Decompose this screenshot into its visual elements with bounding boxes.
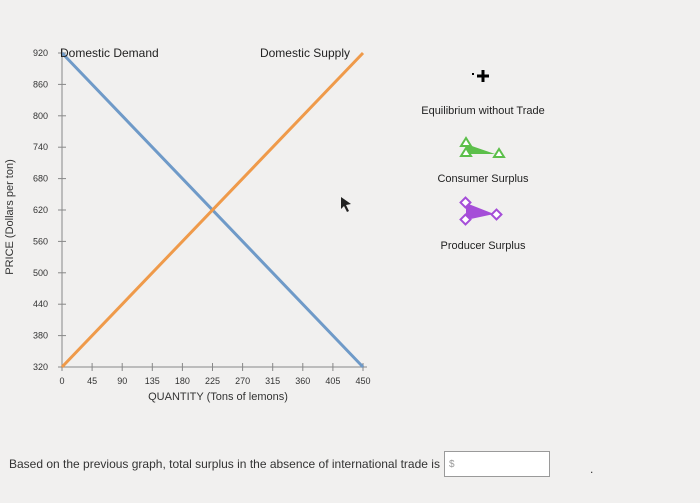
diamond-tool-icon[interactable]: [459, 196, 503, 226]
legend-producer-surplus[interactable]: Producer Surplus: [441, 196, 526, 252]
domestic-demand-label: Domestic Demand: [60, 46, 159, 60]
series-lines[interactable]: [60, 51, 365, 369]
currency-prefix: $: [448, 458, 455, 470]
domestic-supply-label: Domestic Supply: [260, 46, 350, 60]
x-tick-label: 90: [117, 376, 127, 386]
triangle-tool-icon[interactable]: [459, 136, 506, 158]
x-axis-title: QUANTITY (Tons of lemons): [148, 391, 288, 403]
series-labels: Domestic Demand Domestic Supply: [60, 46, 350, 60]
total-surplus-answer-field[interactable]: $: [443, 451, 550, 477]
y-tick-label: 800: [33, 111, 48, 121]
legend-consumer-surplus[interactable]: Consumer Surplus: [437, 136, 529, 185]
x-tick-label: 270: [235, 376, 250, 386]
y-tick-label: 620: [33, 205, 48, 215]
y-tick-label: 680: [33, 174, 48, 184]
legend-label-consumer-surplus: Consumer Surplus: [437, 173, 529, 185]
y-tick-label: 320: [33, 362, 48, 372]
y-tick-label: 380: [33, 331, 48, 341]
x-tick-label: 0: [59, 376, 64, 386]
x-tick-label: 315: [265, 376, 280, 386]
y-tick-label: 440: [33, 299, 48, 309]
x-tick-label: 450: [355, 376, 370, 386]
chart-area[interactable]: 0 45 90 135 180 225 270 315 360 405 450 320 380 440 50…: [0, 0, 700, 440]
y-axis-title: PRICE (Dollars per ton): [4, 159, 16, 275]
x-tick-label: 135: [145, 376, 160, 386]
x-tick-label: 405: [325, 376, 340, 386]
plus-marker-icon[interactable]: [472, 70, 489, 82]
mouse-cursor-icon: [341, 197, 351, 212]
y-tick-label: 740: [33, 142, 48, 152]
x-tick-label: 225: [205, 376, 220, 386]
y-tick-label: 500: [33, 268, 48, 278]
y-tick-label: 560: [33, 236, 48, 246]
total-surplus-input[interactable]: [454, 456, 549, 472]
tick-labels: 0 45 90 135 180 225 270 315 360 405 450 320 380 440 50…: [33, 48, 371, 386]
legend-equilibrium[interactable]: Equilibrium without Trade: [421, 70, 545, 117]
x-tick-label: 180: [175, 376, 190, 386]
y-tick-label: 920: [33, 48, 48, 58]
x-tick-label: 45: [87, 376, 97, 386]
legend-label-producer-surplus: Producer Surplus: [441, 240, 526, 252]
legend-label-equilibrium: Equilibrium without Trade: [421, 105, 545, 117]
domestic-supply-line[interactable]: [60, 51, 365, 369]
question-text: Based on the previous graph, total surpl…: [9, 457, 440, 471]
question-row: Based on the previous graph, total surpl…: [9, 451, 550, 477]
x-tick-label: 360: [295, 376, 310, 386]
y-tick-label: 860: [33, 79, 48, 89]
question-trailing-period: .: [590, 462, 594, 476]
